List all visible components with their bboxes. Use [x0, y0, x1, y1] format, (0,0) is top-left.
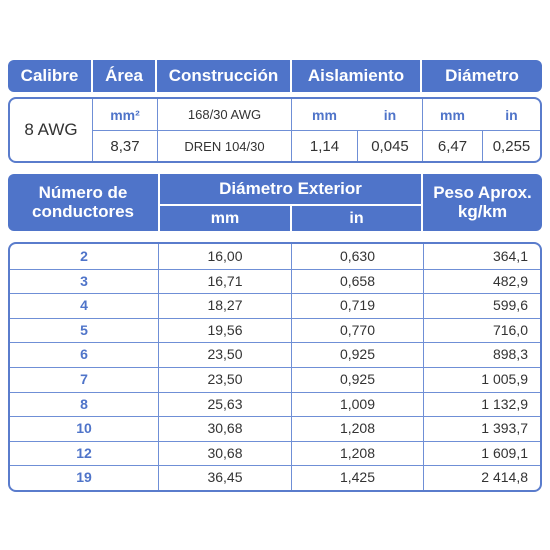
cell-mm: 23,50: [207, 371, 243, 387]
cell-in: 0,630: [339, 248, 376, 264]
subheader-mm: mm: [160, 206, 290, 231]
cell-n: 7: [80, 371, 88, 387]
cell-kg: 599,6: [492, 297, 528, 314]
header-diametro: Diámetro: [422, 60, 542, 92]
data-table: [8, 242, 542, 492]
peso-unit: kg/km: [457, 201, 508, 221]
area-unit: mm²: [110, 106, 140, 123]
cell-kg: 1 393,7: [481, 420, 528, 437]
cell-n: 6: [80, 346, 88, 363]
cell-mm: 25,63: [207, 395, 243, 412]
row-divider: [10, 317, 540, 319]
cell-mm: 18,27: [207, 297, 243, 314]
cell-kg: 2 414,8: [481, 469, 528, 486]
cell-n: 5: [80, 321, 88, 338]
cell-kg: 898,3: [492, 346, 528, 363]
aislamiento-unit-mm: mm: [312, 106, 337, 123]
aislamiento-mm: 1,14: [309, 137, 340, 155]
header-diametro-exterior: Diámetro Exterior: [160, 174, 421, 204]
cell-in: 0,658: [339, 272, 376, 289]
row-divider: [10, 465, 540, 467]
cell-in: 1,009: [339, 395, 376, 412]
cell-mm: 16,00: [207, 248, 243, 264]
subheader-in: in: [292, 206, 421, 231]
cell-n: 19: [76, 469, 92, 486]
cell-in: 0,925: [339, 371, 376, 387]
row-divider: [10, 342, 540, 344]
header-construccion: Construcción: [157, 60, 290, 92]
row-divider: [10, 440, 540, 442]
diametro-mm: 6,47: [437, 137, 468, 155]
cell-mm: 16,71: [207, 272, 243, 289]
cell-kg: 1 609,1: [481, 444, 528, 461]
cell-in: 1,425: [339, 469, 376, 486]
row-divider: [10, 293, 540, 295]
cell-mm: 30,68: [207, 420, 243, 437]
area-value: 8,37: [110, 137, 140, 155]
cell-in: 1,208: [339, 444, 376, 461]
cell-in: 0,719: [339, 297, 376, 314]
cell-kg: 716,0: [492, 321, 528, 338]
cell-in: 1,208: [339, 420, 376, 437]
aislamiento-in: 0,045: [371, 137, 409, 155]
construccion-dren: DREN 104/30: [184, 138, 265, 154]
peso-label: Peso Aprox.: [433, 182, 532, 202]
header-peso: Peso Aprox. kg/km: [423, 174, 542, 231]
cell-mm: 19,56: [207, 321, 243, 338]
cell-n: 8: [80, 395, 88, 412]
diametro-unit-in: in: [505, 106, 518, 123]
header-numero-conductores: Número de conductores: [8, 174, 158, 231]
row-divider: [10, 391, 540, 393]
cell-kg: 1 132,9: [481, 395, 528, 412]
diametro-unit-mm: mm: [440, 106, 465, 123]
cell-n: 2: [80, 248, 88, 264]
cell-mm: 23,50: [207, 346, 243, 363]
cell-n: 10: [76, 420, 92, 437]
cell-kg: 482,9: [492, 272, 528, 289]
row-divider: [10, 367, 540, 368]
cell-n: 12: [76, 444, 92, 461]
diametro-in: 0,255: [492, 137, 531, 155]
cell-n: 3: [80, 272, 88, 289]
aislamiento-unit-in: in: [383, 106, 397, 123]
cell-kg: 364,1: [492, 248, 528, 264]
header-calibre: Calibre: [8, 60, 91, 92]
cell-in: 0,770: [339, 321, 376, 338]
cell-in: 0,925: [339, 346, 376, 363]
calibre-value: 8 AWG: [24, 120, 78, 139]
row-divider: [10, 416, 540, 418]
header-area: Área: [93, 60, 155, 92]
cell-mm: 30,68: [207, 444, 243, 461]
cell-kg: 1 005,9: [481, 371, 528, 387]
cell-mm: 36,45: [207, 469, 243, 486]
construccion-conductor: 168/30 AWG: [187, 107, 262, 122]
spec-values-box: [8, 97, 542, 163]
cell-n: 4: [80, 297, 88, 314]
row-divider: [10, 268, 540, 270]
header-aislamiento: Aislamiento: [292, 60, 420, 92]
